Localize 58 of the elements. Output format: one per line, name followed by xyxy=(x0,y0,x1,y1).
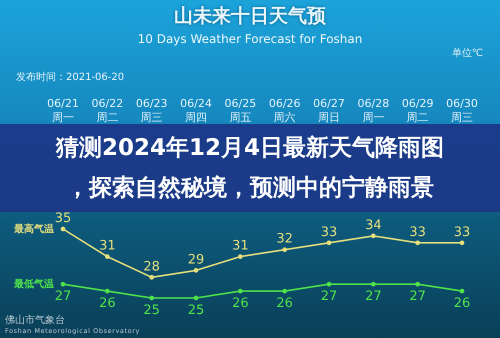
chart-subtitle: 10 Days Weather Forecast for Foshan xyxy=(136,32,364,46)
point xyxy=(415,240,420,246)
x-tick-label: 06/26 周六 xyxy=(268,97,301,124)
data-label: 27 xyxy=(54,289,72,304)
point xyxy=(326,240,332,246)
data-label: 26 xyxy=(454,296,470,312)
point xyxy=(194,296,198,300)
x-tick-label: 06/25 周五 xyxy=(224,97,256,124)
text: 发布时间：2021-06-20 xyxy=(16,70,124,84)
chart-title: 山未来十日天气预 xyxy=(173,4,327,29)
data-label: 27 xyxy=(409,289,426,304)
data-label: 28 xyxy=(143,259,160,274)
x-tick-label: 06/28 周一 xyxy=(357,97,390,124)
data-label: 34 xyxy=(365,218,382,233)
series-label: 最低气温 xyxy=(13,278,54,290)
data-label: 32 xyxy=(276,232,293,247)
point xyxy=(326,282,332,287)
point xyxy=(149,296,154,300)
data-label: 27 xyxy=(320,289,338,304)
data-label: 26 xyxy=(232,296,249,312)
data-label: 33 xyxy=(454,224,470,240)
data-label: 26 xyxy=(99,296,116,312)
point xyxy=(460,288,464,294)
data-label: 25 xyxy=(188,303,204,318)
point xyxy=(370,234,376,238)
x-tick-label: 06/30 周三 xyxy=(446,97,478,124)
x-tick-label: 06/22 周二 xyxy=(91,97,124,124)
point xyxy=(104,254,110,259)
point xyxy=(194,268,198,273)
x-tick-label: 06/27 周日 xyxy=(313,97,345,124)
point xyxy=(460,240,464,246)
data-label: 35 xyxy=(54,211,72,226)
data-label: 29 xyxy=(188,252,204,268)
text: 猜测2024年12月4日最新天气降雨图，探索自然秘境，预测中的宁静雨景 xyxy=(54,134,446,203)
data-label: 25 xyxy=(143,303,160,318)
point xyxy=(104,288,110,294)
point xyxy=(282,247,288,252)
data-label: 27 xyxy=(365,289,382,304)
data-label: 33 xyxy=(320,224,338,240)
text: 佛山市气象台 xyxy=(5,314,65,327)
x-tick-label: 06/29 周二 xyxy=(402,97,434,124)
data-label: 33 xyxy=(409,224,426,240)
point xyxy=(60,282,66,287)
series-label: 最高气温 xyxy=(13,223,54,235)
data-label: 31 xyxy=(232,238,249,254)
data-label: 26 xyxy=(276,296,293,312)
x-tick-label: 06/24 周四 xyxy=(180,97,212,124)
point xyxy=(415,282,420,287)
point xyxy=(282,288,288,294)
point xyxy=(370,282,376,287)
data-label: 31 xyxy=(99,238,116,254)
point xyxy=(238,254,243,259)
point xyxy=(149,274,154,280)
x-tick-label: 06/21 周一 xyxy=(47,97,79,124)
text: 单位℃ xyxy=(452,46,483,60)
point xyxy=(238,288,243,294)
x-tick-label: 06/23 周三 xyxy=(136,97,168,124)
point xyxy=(60,226,66,232)
